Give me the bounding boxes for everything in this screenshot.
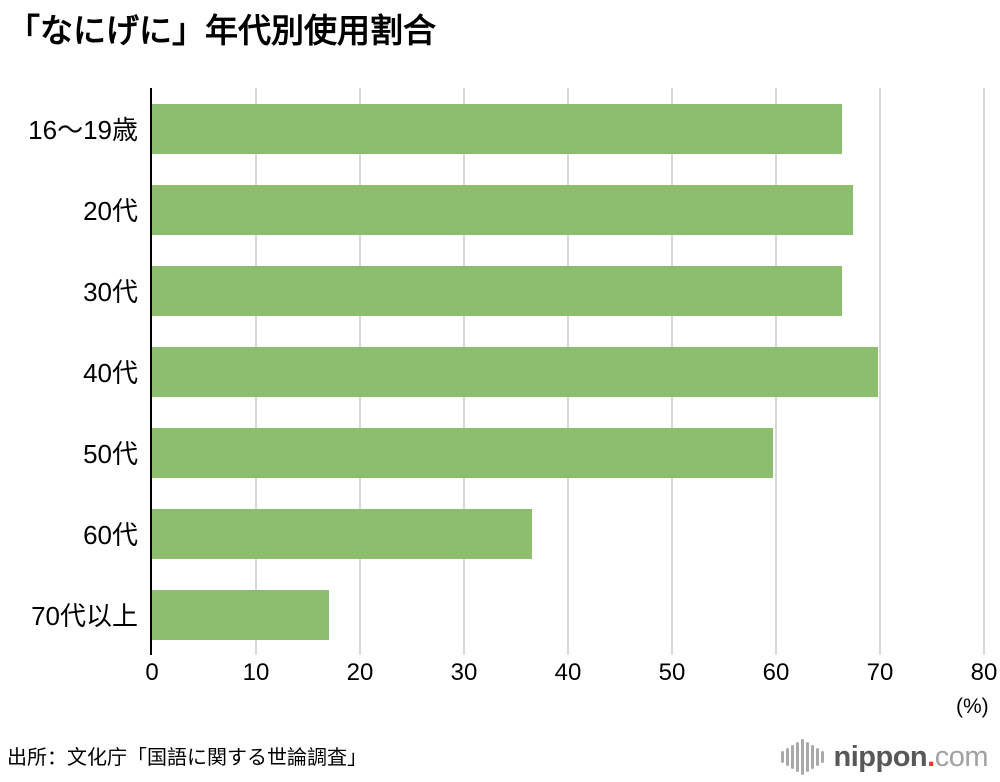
category-label: 40代	[83, 358, 138, 388]
y-axis-line	[150, 88, 152, 655]
logo-icon-bar	[785, 748, 789, 766]
bar-row	[152, 88, 984, 169]
logo-icon-bar	[810, 745, 814, 769]
bar-16〜19歳	[152, 103, 842, 154]
x-axis-unit-label: (%)	[956, 695, 989, 718]
soundwave-bars-icon	[780, 737, 824, 777]
category-label: 20代	[83, 196, 138, 226]
x-tick-label-70: 70	[866, 659, 894, 686]
logo-icon-bar	[790, 745, 794, 769]
category-label-column: 16〜19歳 20代 30代 40代 50代 60代 70代以上	[0, 88, 145, 655]
bar-70代以上	[152, 589, 329, 640]
logo-icon-bar	[805, 742, 809, 772]
category-label: 60代	[83, 520, 138, 550]
logo-icon-bar	[780, 751, 784, 763]
bar-row	[152, 250, 984, 331]
gridline-80	[983, 88, 985, 655]
category-label: 70代以上	[31, 601, 138, 631]
logo-icon-bar	[815, 748, 819, 766]
gridline-70	[879, 88, 881, 655]
x-tick-label-10: 10	[242, 659, 270, 686]
bar-row	[152, 493, 984, 574]
bar-row	[152, 412, 984, 493]
logo-wordmark: nippon.com	[833, 740, 989, 773]
bar-50代	[152, 427, 773, 478]
x-tick-label-0: 0	[145, 659, 159, 686]
x-axis-tick-labels: 0 10 20 30 40 50 60 70 80	[145, 659, 997, 689]
x-tick-label-20: 20	[346, 659, 374, 686]
logo-icon-bar	[800, 739, 804, 775]
source-note: 出所：文化庁「国語に関する世論調査」	[7, 747, 367, 769]
x-tick-label-40: 40	[554, 659, 582, 686]
bar-40代	[152, 346, 878, 397]
x-tick-label-50: 50	[658, 659, 686, 686]
category-label: 50代	[83, 439, 138, 469]
bar-20代	[152, 184, 853, 235]
x-tick-label-30: 30	[450, 659, 478, 686]
chart-title: 「なにげに」年代別使用割合	[7, 12, 436, 49]
logo-text-nippon: nippon	[833, 740, 928, 773]
logo-text-dot: .	[927, 740, 935, 773]
bar-30代	[152, 265, 842, 316]
bar-60代	[152, 508, 532, 559]
logo-text-com: com	[934, 740, 989, 773]
x-tick-label-80: 80	[970, 659, 998, 686]
bar-row	[152, 169, 984, 250]
bar-row	[152, 574, 984, 655]
nippon-logo: nippon.com	[780, 736, 989, 778]
plot-area	[150, 88, 985, 655]
category-label: 30代	[83, 277, 138, 307]
logo-icon-bar	[820, 751, 824, 763]
x-tick-label-60: 60	[762, 659, 790, 686]
logo-icon-bar	[795, 742, 799, 772]
bar-row	[152, 331, 984, 412]
category-label: 16〜19歳	[28, 115, 138, 145]
